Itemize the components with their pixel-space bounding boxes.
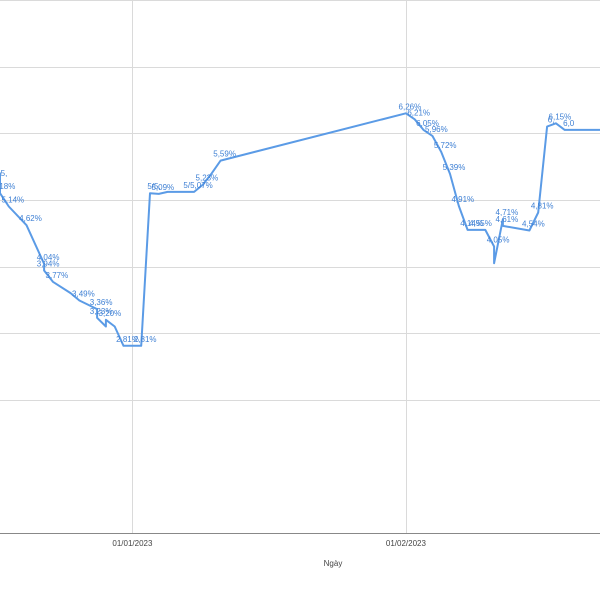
data-label: 6,21% (407, 108, 430, 117)
data-labels: 5, 5,18% 5,14% 4,62% 4,04%3,94% 3,77% 3,49%3,3… (0, 102, 575, 343)
data-label: 6, (548, 116, 555, 125)
data-label: 4,62% (19, 214, 42, 223)
data-label: 4,14% (460, 219, 483, 228)
series-line (0, 112, 600, 347)
data-label: 5,23% (196, 174, 219, 183)
data-label: 2,81% (134, 335, 157, 344)
data-label: 4,81% (531, 202, 554, 211)
data-label: 3,49% (72, 290, 95, 299)
data-label: 5/5,07% (183, 181, 212, 190)
data-label: 5,09% (151, 183, 174, 192)
data-label: 6,0 (563, 119, 575, 128)
data-label: 3,94% (37, 260, 60, 269)
data-label: 6,26% (399, 102, 422, 111)
data-label: 3,36% (90, 298, 113, 307)
data-label: 5,96% (425, 125, 448, 134)
x-axis-title: Ngày (324, 559, 343, 568)
data-label: 4,61% (496, 215, 519, 224)
data-label: 4,54% (522, 220, 545, 229)
gridlines (0, 0, 600, 534)
data-label: 5/5, (147, 182, 160, 191)
data-label: 4,91% (451, 195, 474, 204)
data-label: 4,55% (469, 219, 492, 228)
data-label: 6,15% (549, 112, 572, 121)
series-line-group (0, 112, 600, 347)
data-label: 5,59% (213, 150, 236, 159)
data-label: 3,20% (99, 309, 122, 318)
data-label: 5,72% (434, 141, 457, 150)
data-label: 4,04% (37, 253, 60, 262)
data-label: 3,77% (46, 271, 69, 280)
data-label: 4,71% (496, 208, 519, 217)
data-label: 3,23% (90, 307, 113, 316)
x-tick-label: 01/02/2023 (386, 539, 427, 548)
data-label: 5,18% (0, 182, 15, 191)
data-label: 2,81% (116, 335, 139, 344)
x-tick-labels: 01/01/2023 01/02/2023 (112, 539, 426, 548)
data-label: 5,14% (1, 196, 24, 205)
data-label: 4,05% (487, 236, 510, 245)
data-label: 5,39% (443, 163, 466, 172)
x-tick-label: 01/01/2023 (112, 539, 153, 548)
data-label: 5, (1, 169, 8, 178)
data-label: 6,05% (416, 119, 439, 128)
